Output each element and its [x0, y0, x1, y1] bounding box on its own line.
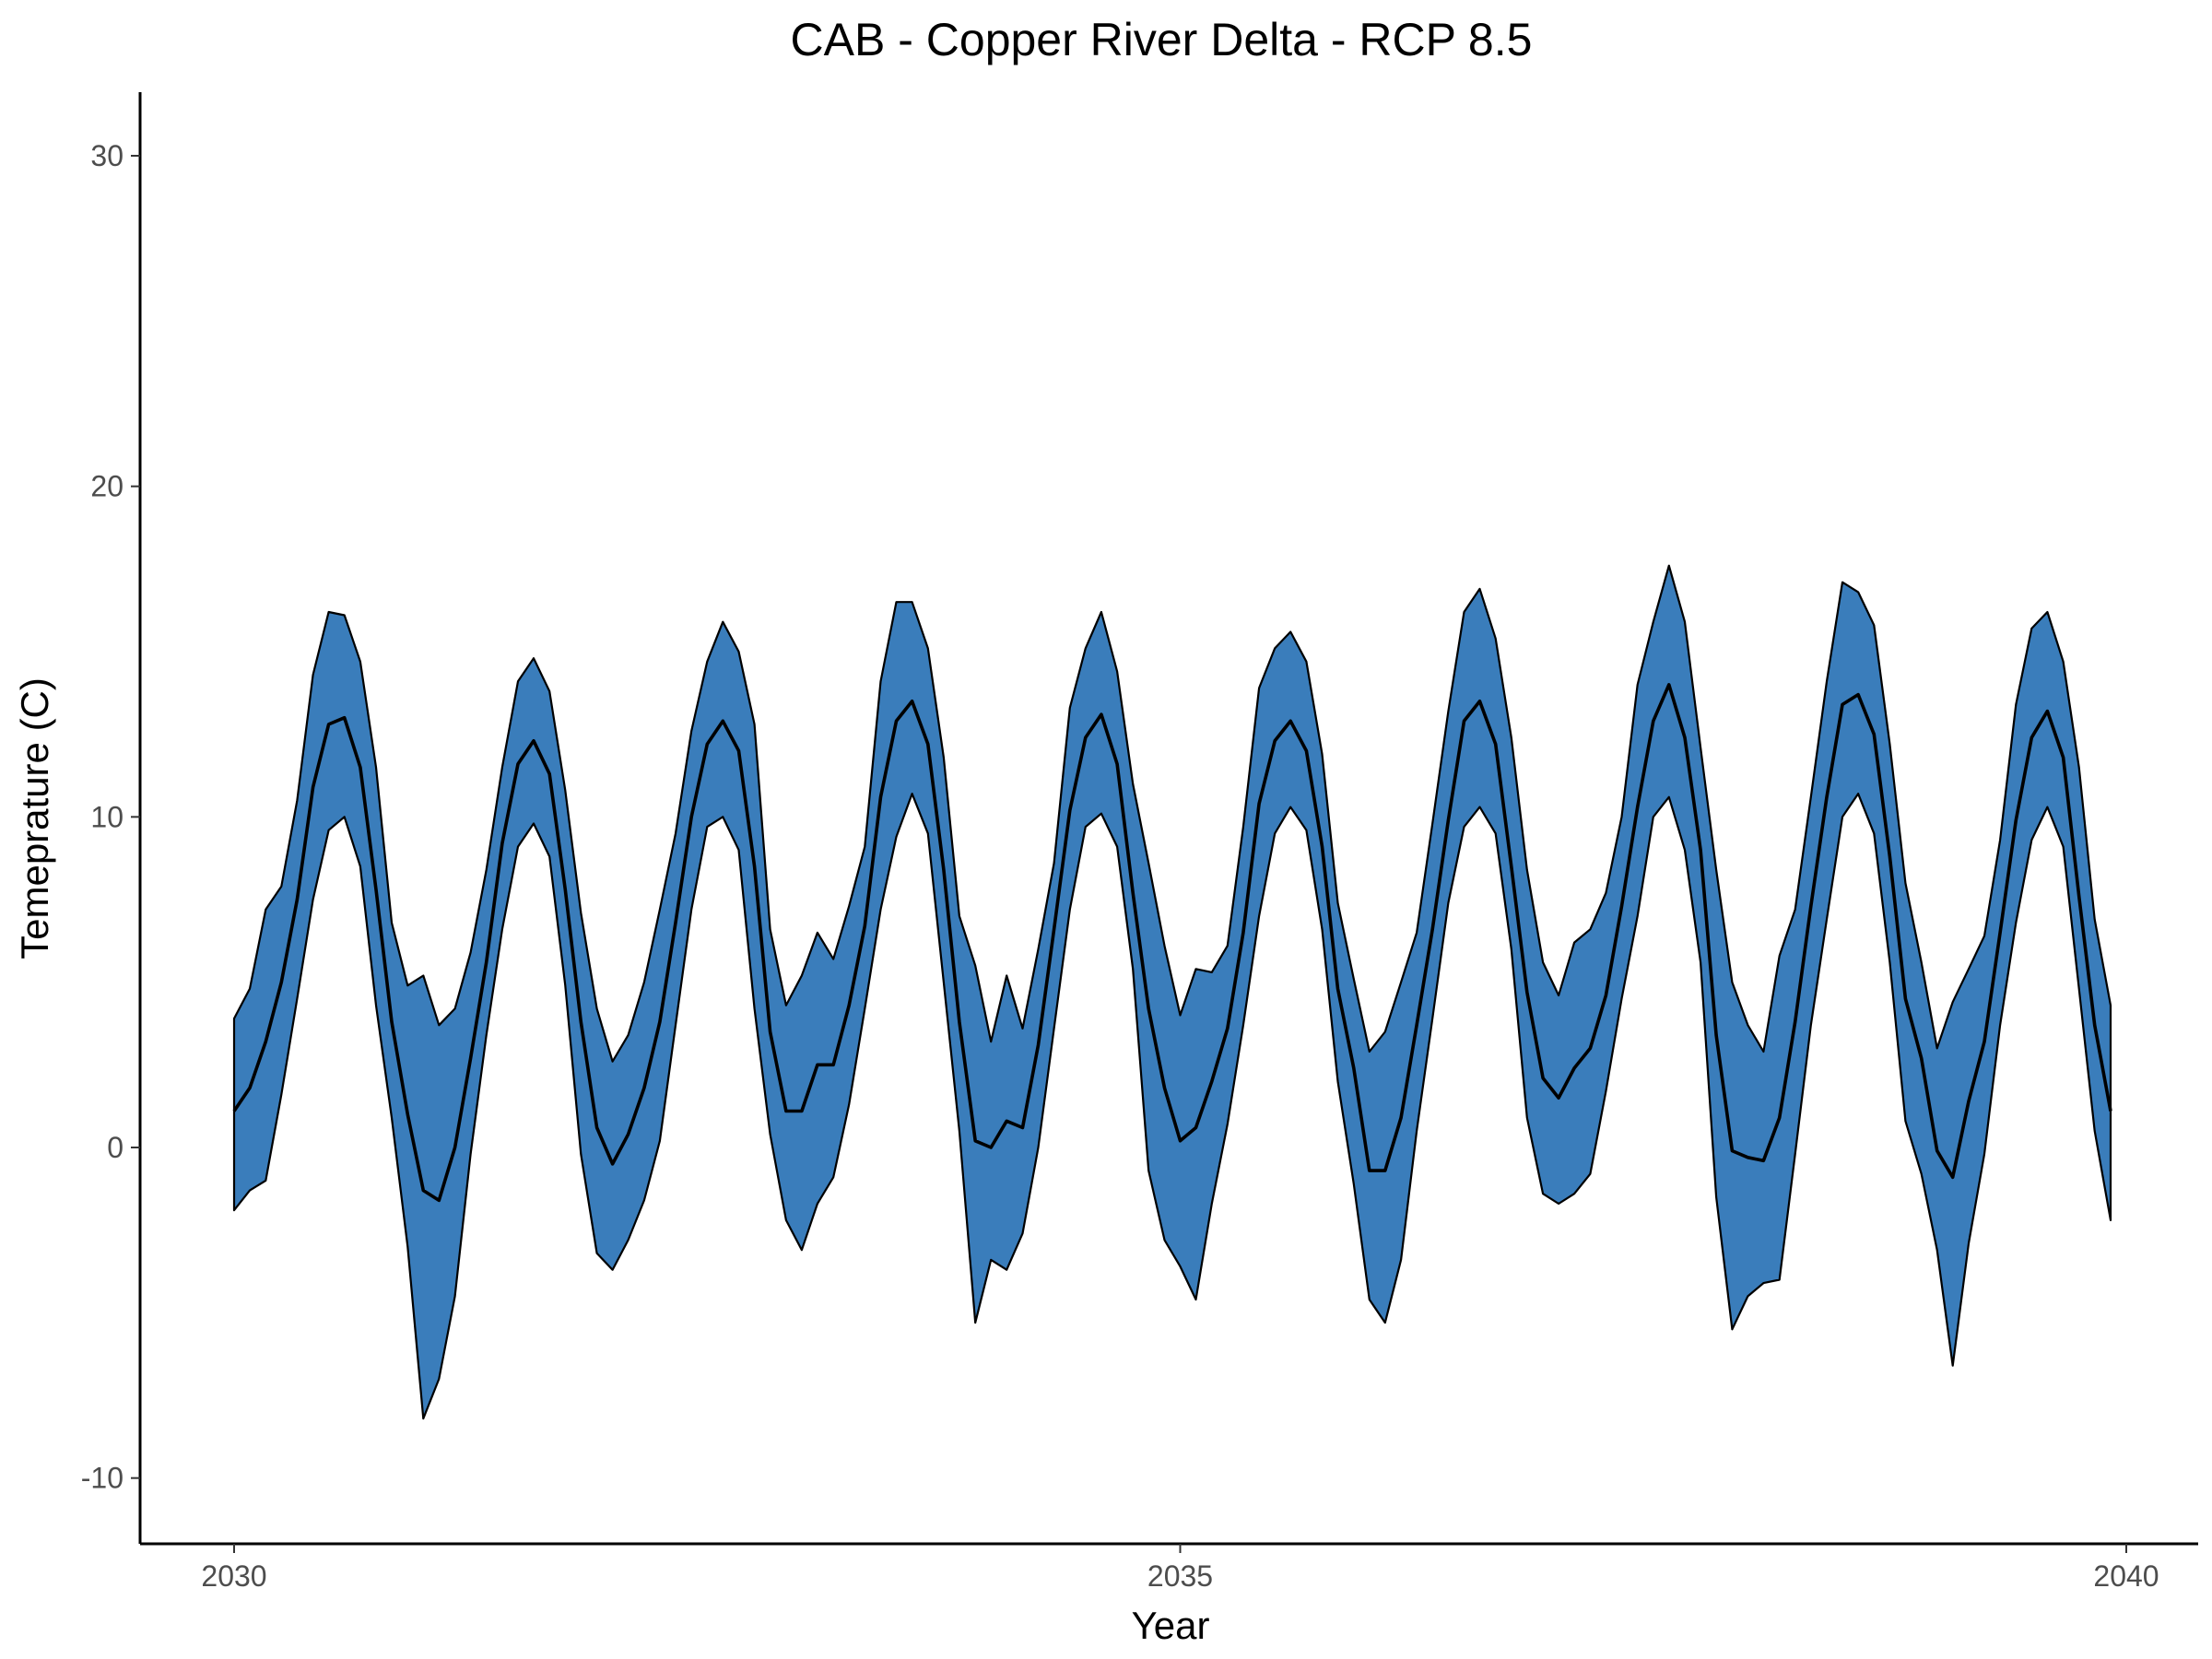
x-tick-label: 2030 [201, 1559, 266, 1593]
mean-line [232, 683, 2112, 1203]
x-tick-label: 2035 [1147, 1559, 1213, 1593]
y-tick-label: 20 [90, 470, 124, 503]
y-axis-title: Temeprature (C) [13, 677, 56, 959]
y-tick-label: 10 [90, 800, 124, 833]
y-tick-label: 0 [107, 1131, 124, 1164]
x-tick-label: 2040 [2093, 1559, 2159, 1593]
ribbon-layer [232, 564, 2112, 1420]
y-tick-label: 30 [90, 139, 124, 172]
chart-title: CAB - Copper River Delta - RCP 8.5 [791, 14, 1533, 65]
mean-line-layer [232, 683, 2112, 1203]
y-tick-label: -10 [81, 1462, 124, 1495]
range-ribbon [232, 564, 2112, 1420]
x-axis-title: Year [1132, 1604, 1210, 1647]
